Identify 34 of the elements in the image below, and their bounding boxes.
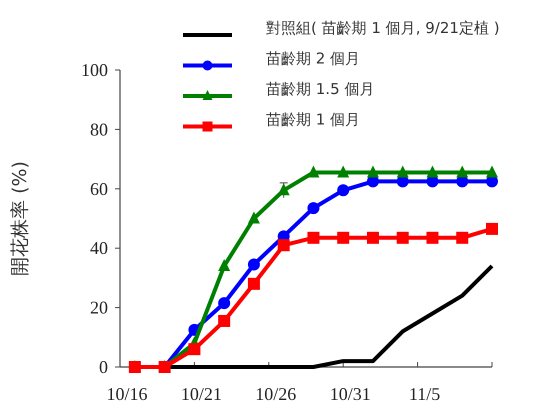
x-tick-label: 11/5 — [408, 384, 440, 404]
y-tick-label: 100 — [81, 60, 108, 80]
y-tick-label: 0 — [99, 357, 108, 377]
point — [248, 212, 260, 224]
x-tick-label: 10/31 — [330, 384, 371, 404]
y-tick-label: 40 — [90, 238, 108, 258]
y-tick-label: 60 — [90, 178, 108, 199]
y-axis-title: 開花株率 (%) — [9, 161, 31, 276]
x-tick-label: 10/16 — [106, 384, 148, 404]
x-tick-label: 10/26 — [255, 384, 296, 404]
point — [307, 232, 320, 244]
point — [337, 184, 350, 196]
point — [366, 165, 379, 178]
point — [486, 165, 498, 178]
point — [456, 232, 468, 244]
legend-label: 對照組( 苗齡期 1 個月, 9/21定植 ) — [266, 19, 500, 37]
point — [486, 222, 498, 235]
point — [396, 165, 409, 178]
point — [426, 165, 438, 178]
point — [278, 183, 290, 196]
point — [366, 232, 379, 244]
y-tick-label: 80 — [90, 119, 108, 140]
point — [396, 232, 409, 244]
legend-label: 苗齡期 2 個月 — [266, 50, 360, 68]
legend-label: 苗齡期 1.5 個月 — [266, 80, 374, 98]
x-tick-label: 10/21 — [180, 384, 222, 404]
point — [337, 165, 350, 178]
point — [456, 165, 468, 178]
point — [278, 239, 290, 252]
legend-label: 苗齡期 1 個月 — [266, 110, 360, 128]
point — [307, 202, 320, 214]
point — [426, 232, 438, 244]
point — [337, 232, 350, 244]
y-tick-label: 20 — [90, 298, 108, 318]
